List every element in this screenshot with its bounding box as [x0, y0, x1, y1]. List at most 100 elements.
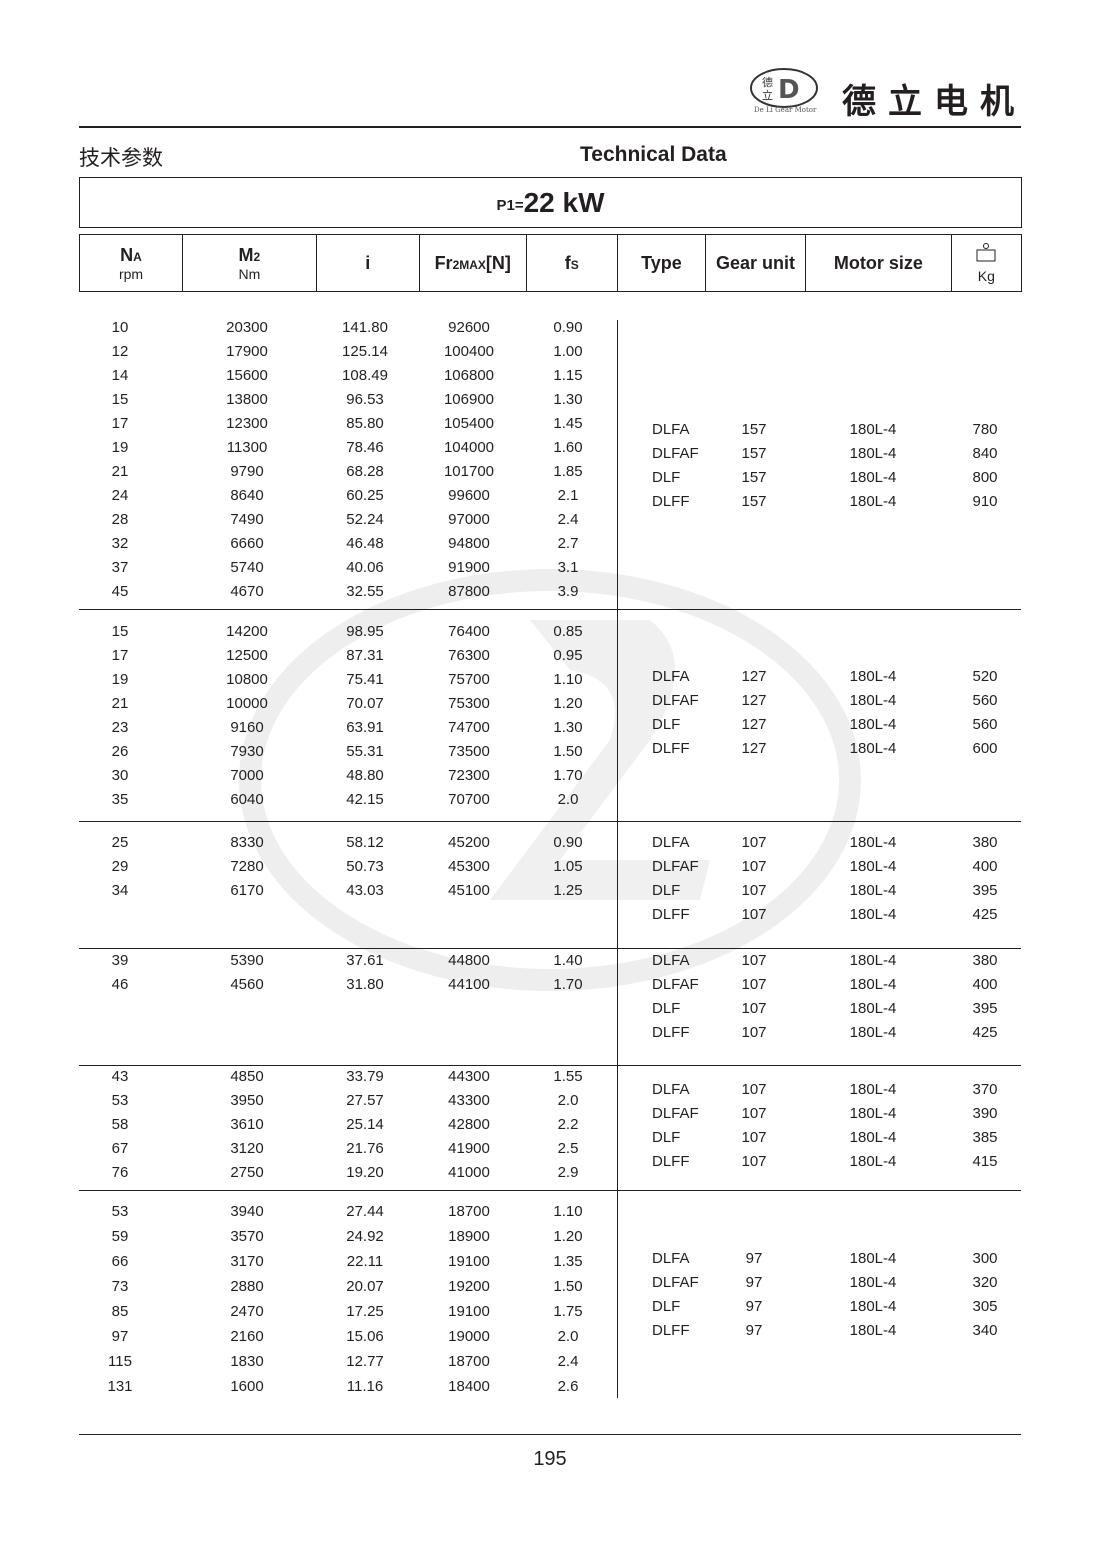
table-cell: 75.41 [346, 671, 384, 688]
model-cell: 180L-4 [849, 882, 897, 899]
model-cell: 180L-4 [849, 976, 897, 993]
table-cell: 25.14 [346, 1116, 384, 1133]
column-title-suffix: [N] [485, 252, 511, 273]
column-title: Motor size [834, 253, 923, 274]
column-title-sub: S [570, 257, 579, 272]
table-cell: 70.07 [346, 695, 384, 712]
table-cell: 15.06 [346, 1328, 384, 1345]
table-cell: 2.2 [557, 1116, 579, 1133]
model-cell: 840 [972, 445, 998, 462]
column-title-main: Motor size [833, 252, 923, 273]
table-cell: 18900 [448, 1228, 490, 1245]
table-cell: 2.4 [557, 511, 579, 528]
model-cell: 127 [741, 740, 767, 757]
table-cell: 1.50 [553, 743, 583, 760]
model-cell: 180L-4 [849, 692, 897, 709]
table-cell: 58.12 [346, 834, 384, 851]
model-cell: DLFA [652, 952, 690, 969]
table-cell: 28 [111, 511, 129, 528]
column-header: fS [527, 235, 618, 291]
table-cell: 1.05 [553, 858, 583, 875]
table-cell: 45200 [448, 834, 490, 851]
table-cell: 14 [111, 367, 129, 384]
table-cell: 12 [111, 343, 129, 360]
table-cell: 18400 [448, 1378, 490, 1395]
model-cell: 180L-4 [849, 1298, 897, 1315]
power-value: 22 kW [523, 186, 605, 218]
table-cell: 33.79 [346, 1068, 384, 1085]
table-cell: 1.25 [553, 882, 583, 899]
table-cell: 78.46 [346, 439, 384, 456]
table-cell: 29 [111, 858, 129, 875]
table-cell: 19200 [448, 1278, 490, 1295]
table-cell: 106900 [443, 391, 495, 408]
column-header: M2 Nm [183, 235, 317, 291]
table-cell: 34 [111, 882, 129, 899]
model-cell: 380 [972, 834, 998, 851]
table-cell: 17 [111, 415, 129, 432]
column-title: Fr2MAX[N] [435, 253, 511, 274]
table-cell: 1.60 [553, 439, 583, 456]
table-cell: 115 [108, 1353, 132, 1370]
table-cell: 105400 [443, 415, 495, 432]
column-title: fS [565, 253, 579, 274]
table-cell: 85.80 [346, 415, 384, 432]
table-cell: 70700 [448, 791, 490, 808]
model-cell: 180L-4 [849, 1024, 897, 1041]
svg-text:De Li Gear Motor: De Li Gear Motor [754, 106, 817, 114]
table-cell: 17.25 [346, 1303, 384, 1320]
svg-text:德: 德 [762, 75, 773, 89]
table-cell: 17 [111, 647, 129, 664]
table-cell: 7490 [230, 511, 264, 528]
model-cell: 180L-4 [849, 421, 897, 438]
table-cell: 44300 [448, 1068, 490, 1085]
table-cell: 27.44 [346, 1203, 384, 1220]
table-cell: 18700 [448, 1353, 490, 1370]
table-cell: 13800 [226, 391, 268, 408]
table-cell: 11.16 [346, 1378, 384, 1395]
column-title: M2 [239, 245, 261, 266]
table-cell: 48.80 [346, 767, 384, 784]
table-cell: 37 [111, 559, 129, 576]
model-cell: 180L-4 [849, 1081, 897, 1098]
table-cell: 2.0 [557, 1328, 579, 1345]
model-cell: DLF [652, 882, 681, 899]
table-cell: 0.85 [553, 623, 583, 640]
model-cell: 157 [741, 493, 767, 510]
model-cell: DLFA [652, 668, 690, 685]
table-cell: 131 [107, 1378, 133, 1395]
model-cell: DLFA [652, 834, 690, 851]
table-cell: 41900 [448, 1140, 490, 1157]
model-cell: 180L-4 [849, 952, 897, 969]
model-cell: DLFF [652, 906, 690, 923]
table-cell: 43300 [448, 1092, 490, 1109]
column-title: NA [120, 245, 142, 266]
table-cell: 41000 [448, 1164, 490, 1181]
table-cell: 59 [111, 1228, 129, 1245]
table-cell: 10800 [226, 671, 268, 688]
model-cell: 97 [745, 1250, 763, 1267]
table-cell: 1.70 [553, 767, 583, 784]
column-header: Fr2MAX[N] [420, 235, 527, 291]
model-cell: 910 [972, 493, 998, 510]
table-group: 15 14200 98.95 76400 0.85 17 12500 87.31 76300 0.… [79, 609, 1021, 821]
table-cell: 20.07 [346, 1278, 384, 1295]
table-cell: 9160 [230, 719, 264, 736]
model-cell: 395 [972, 1000, 998, 1017]
table-cell: 3.1 [557, 559, 579, 576]
weight-icon [974, 242, 998, 268]
brand-logo: 德 立 D De Li Gear Motor [748, 66, 820, 114]
model-cell: 400 [972, 976, 998, 993]
table-cell: 5740 [230, 559, 264, 576]
power-rating: P1= 22 kW [79, 177, 1022, 228]
column-header: Type [618, 235, 707, 291]
model-cell: 390 [972, 1105, 998, 1122]
table-cell: 5390 [230, 952, 264, 969]
table-cell: 15 [111, 391, 129, 408]
table-cell: 1.20 [553, 1228, 583, 1245]
table-cell: 3570 [230, 1228, 264, 1245]
table-cell: 27.57 [346, 1092, 384, 1109]
table-cell: 3950 [230, 1092, 264, 1109]
table-cell: 25 [111, 834, 129, 851]
table-cell: 53 [111, 1203, 129, 1220]
